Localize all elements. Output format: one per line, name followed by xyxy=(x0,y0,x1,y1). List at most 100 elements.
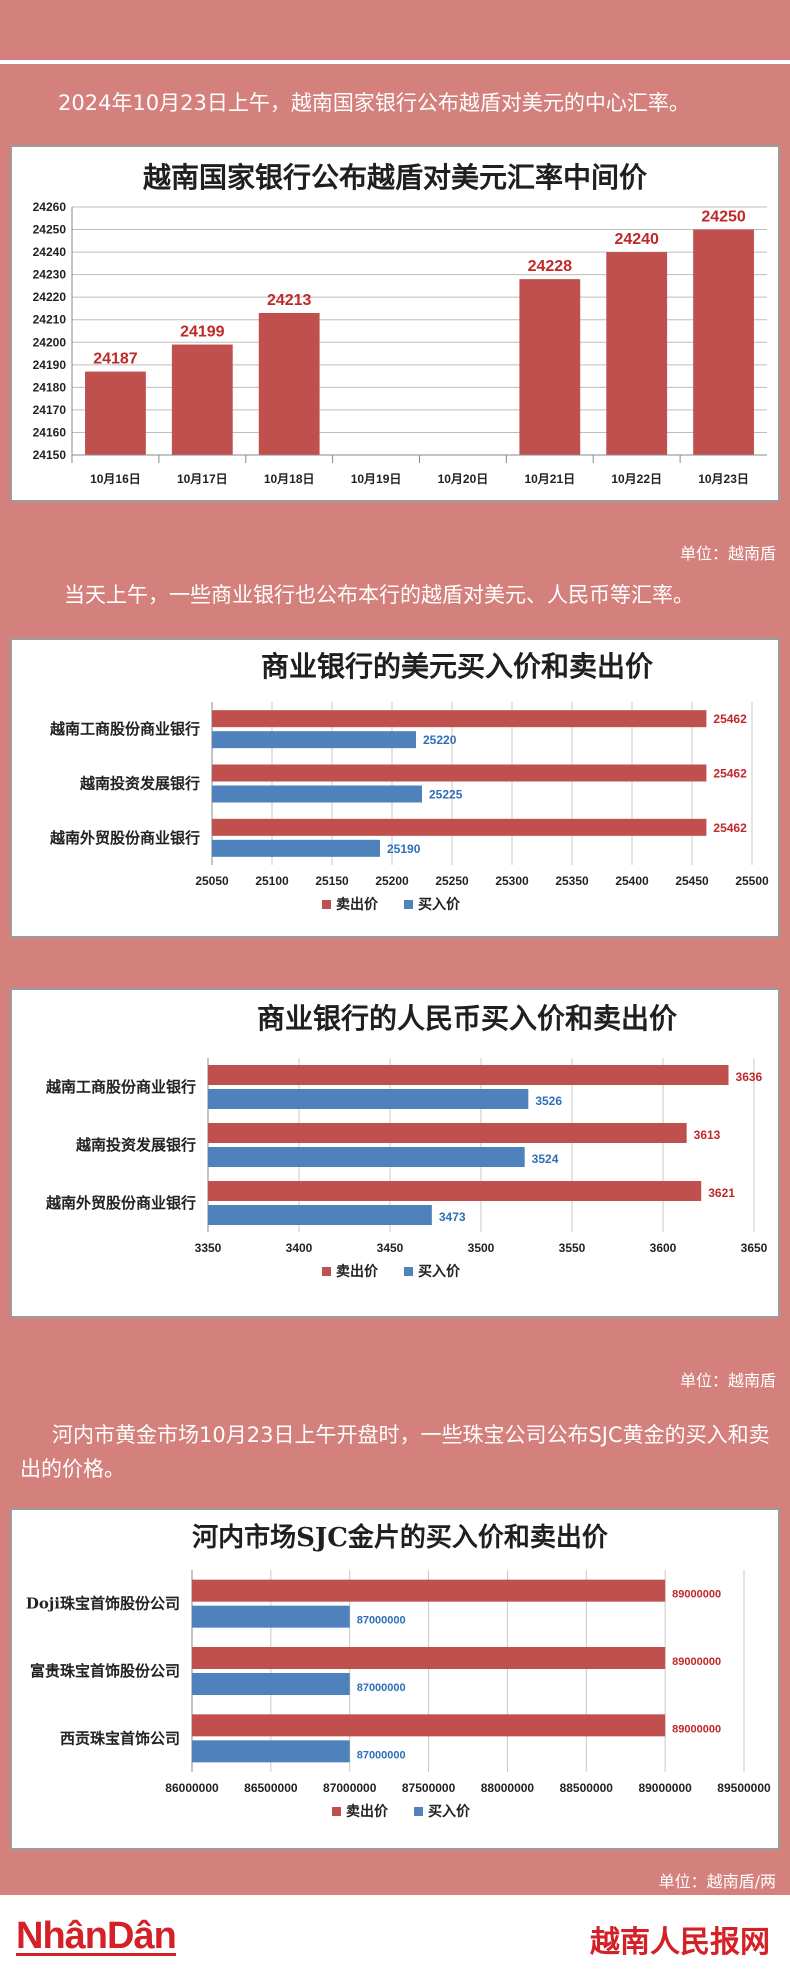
bar-value-label: 24240 xyxy=(614,231,659,248)
x-tick-label: 3400 xyxy=(286,1241,313,1255)
intro-text-commercial-banks: 当天上午，一些商业银行也公布本行的越盾对美元、人民币等汇率。 xyxy=(64,583,694,607)
legend-label: 买入价 xyxy=(418,897,461,913)
x-tick-label: 25350 xyxy=(555,874,589,888)
x-tick-label: 25050 xyxy=(195,874,229,888)
buy-bar xyxy=(212,731,416,749)
legend-label: 卖出价 xyxy=(346,1803,389,1820)
y-tick-label: 24180 xyxy=(33,380,67,394)
x-tick-label: 10月16日 xyxy=(90,472,141,486)
bar-value-label: 24213 xyxy=(267,292,312,309)
bar xyxy=(258,312,320,455)
x-tick-label: 25450 xyxy=(675,874,709,888)
x-tick-label: 86500000 xyxy=(244,1781,298,1795)
x-tick-label: 25250 xyxy=(435,874,469,888)
category-label: 富贵珠宝首饰股份公司 xyxy=(30,1662,180,1680)
legend-swatch xyxy=(404,1267,413,1276)
bar-value-label: 25220 xyxy=(423,733,457,747)
unit-label-3: 单位：越南盾/两 xyxy=(658,1872,776,1891)
x-tick-label: 3500 xyxy=(468,1241,495,1255)
bar xyxy=(606,252,668,455)
cny-buy-sell-chart: 商业银行的人民币买入价和卖出价 3350 3400 3450 3500 3550 3600 3… xyxy=(45,1002,768,1280)
x-tick-label: 25200 xyxy=(375,874,409,888)
buy-bar xyxy=(212,785,422,803)
category-label: 越南投资发展银行 xyxy=(75,1136,196,1154)
buy-bar xyxy=(208,1089,529,1109)
category-label: 越南工商股份商业银行 xyxy=(49,720,200,738)
sell-bar xyxy=(208,1065,729,1085)
x-tick-label: 89000000 xyxy=(638,1781,692,1795)
top-divider xyxy=(0,60,790,64)
chart-title: 商业银行的人民币买入价和卖出价 xyxy=(257,1002,678,1035)
buy-bar xyxy=(212,839,380,857)
x-tick-label: 3550 xyxy=(559,1241,586,1255)
category-label: 越南工商股份商业银行 xyxy=(45,1078,196,1096)
sell-bar xyxy=(208,1181,702,1201)
bar-value-label: 3473 xyxy=(439,1210,466,1224)
x-tick-label: 87500000 xyxy=(402,1781,456,1795)
central-rate-chart: 越南国家银行公布越盾对美元汇率中间价 24150 24160 24170 24180 24… xyxy=(33,161,767,486)
category-label: 越南外贸股份商业银行 xyxy=(49,829,200,847)
x-tick-label: 10月17日 xyxy=(177,472,228,486)
y-tick-label: 24170 xyxy=(33,403,67,417)
bar-value-label: 3636 xyxy=(736,1070,763,1084)
bar-value-label: 89000000 xyxy=(672,1589,721,1601)
intro-text-central-rate: 2024年10月23日上午，越南国家银行公布越盾对美元的中心汇率。 xyxy=(58,91,690,115)
x-tick-label: 87000000 xyxy=(323,1781,377,1795)
x-tick-label: 3350 xyxy=(195,1241,222,1255)
y-tick-label: 24150 xyxy=(33,448,67,462)
footer: NhânDân 越南人民报网 xyxy=(0,1895,790,1975)
usd-chart-panel: 商业银行的美元买入价和卖出价 25050 25100 25150 25200 25250 2… xyxy=(10,638,780,938)
sell-bar xyxy=(208,1123,687,1143)
bar-value-label: 25462 xyxy=(713,821,747,835)
intro-text-gold: 河内市黄金市场10月23日上午开盘时，一些珠宝公司公布SJC黄金的买入和卖出的价… xyxy=(20,1423,770,1481)
bar-value-label: 3526 xyxy=(535,1094,562,1108)
unit-label-2: 单位：越南盾 xyxy=(679,1371,776,1390)
bar-value-label: 3524 xyxy=(532,1152,559,1166)
bar-value-label: 87000000 xyxy=(357,1749,406,1761)
chart-title: 商业银行的美元买入价和卖出价 xyxy=(261,650,654,683)
legend-label: 买入价 xyxy=(418,1264,461,1280)
site-name-logo[interactable]: 越南人民报网 xyxy=(590,1925,770,1960)
bar xyxy=(519,279,581,455)
bar-value-label: 25225 xyxy=(429,788,463,802)
x-tick-label: 88500000 xyxy=(560,1781,614,1795)
bar xyxy=(171,344,233,455)
y-tick-label: 24260 xyxy=(33,200,67,214)
x-tick-label: 89500000 xyxy=(717,1781,771,1795)
x-tick-label: 10月22日 xyxy=(611,472,662,486)
bar-value-label: 25462 xyxy=(713,712,747,726)
category-label: Doji珠宝首饰股份公司 xyxy=(26,1595,180,1613)
usd-buy-sell-chart: 商业银行的美元买入价和卖出价 25050 25100 25150 25200 25250 2… xyxy=(49,650,769,913)
chart-title: 河内市场SJC金片的买入价和卖出价 xyxy=(192,1522,609,1553)
x-tick-label: 25300 xyxy=(495,874,529,888)
legend-swatch xyxy=(322,1267,331,1276)
x-tick-label: 25150 xyxy=(315,874,349,888)
bar xyxy=(85,371,146,455)
nhandan-logo[interactable]: NhânDân xyxy=(16,1915,177,1957)
bar-value-label: 25462 xyxy=(713,767,747,781)
y-tick-label: 24230 xyxy=(33,268,67,282)
bar-value-label: 3621 xyxy=(708,1186,735,1200)
bar-value-label: 24199 xyxy=(180,324,225,341)
x-tick-label: 10月20日 xyxy=(438,472,489,486)
y-tick-label: 24210 xyxy=(33,313,67,327)
y-tick-label: 24190 xyxy=(33,358,67,372)
buy-bar xyxy=(208,1205,432,1225)
category-label: 越南外贸股份商业银行 xyxy=(45,1194,196,1212)
y-tick-label: 24250 xyxy=(33,223,67,237)
sell-bar xyxy=(192,1647,666,1669)
x-tick-label: 10月23日 xyxy=(698,472,749,486)
y-tick-label: 24160 xyxy=(33,425,67,439)
x-tick-label: 10月18日 xyxy=(264,472,315,486)
sell-bar xyxy=(212,710,707,728)
central-rate-chart-panel: 越南国家银行公布越盾对美元汇率中间价 24150 24160 24170 24180 24… xyxy=(10,145,780,502)
sell-bar xyxy=(192,1714,666,1737)
x-tick-label: 3450 xyxy=(377,1241,404,1255)
buy-bar xyxy=(192,1605,350,1628)
buy-bar xyxy=(192,1673,350,1695)
category-label: 西贡珠宝首饰公司 xyxy=(60,1729,180,1747)
sjc-gold-buy-sell-chart: 河内市场SJC金片的买入价和卖出价 86000000 86500000 8700000… xyxy=(26,1522,771,1820)
x-tick-label: 25500 xyxy=(735,874,769,888)
x-tick-label: 10月19日 xyxy=(351,472,402,486)
x-tick-label: 86000000 xyxy=(165,1781,219,1795)
